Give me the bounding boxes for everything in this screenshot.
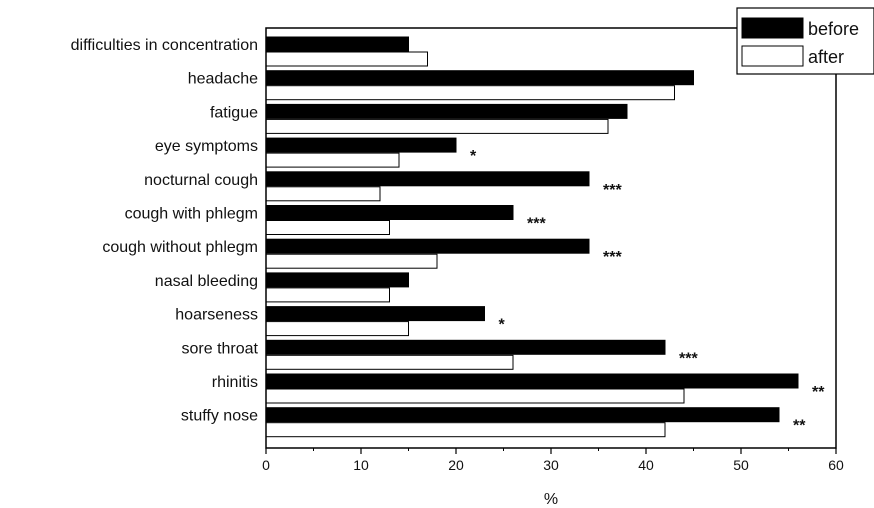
legend: before after — [736, 7, 874, 75]
significance-marker: *** — [679, 350, 698, 367]
x-tick-label: 60 — [828, 457, 844, 473]
x-tick-label: 0 — [262, 457, 270, 473]
legend-swatch-before — [741, 17, 804, 39]
x-tick-label: 20 — [448, 457, 464, 473]
legend-swatch-after — [741, 45, 804, 67]
significance-marker: * — [470, 148, 477, 165]
bar-before — [265, 171, 590, 187]
category-label: sore throat — [182, 340, 259, 357]
legend-label-after: after — [808, 47, 844, 67]
bar-after — [265, 152, 400, 168]
bar-before — [265, 373, 799, 389]
bar-before — [265, 70, 694, 86]
bar-after — [265, 51, 428, 67]
significance-marker: *** — [603, 182, 622, 199]
significance-marker: ** — [793, 418, 806, 435]
bar-before — [265, 306, 485, 322]
category-label: hoarseness — [175, 307, 258, 324]
significance-markers: ****************** — [470, 148, 825, 435]
category-label: nasal bleeding — [155, 273, 258, 290]
bar-after — [265, 253, 438, 269]
category-label: eye symptoms — [155, 138, 258, 155]
bar-before — [265, 238, 590, 254]
x-axis-ticks: 0 10 20 30 40 50 60 — [262, 448, 844, 473]
bar-before — [265, 103, 628, 119]
bar-before — [265, 272, 409, 288]
bar-after — [265, 287, 390, 303]
bar-after — [265, 422, 666, 438]
category-label: stuffy nose — [181, 408, 258, 425]
category-label: cough without phlegm — [102, 239, 258, 256]
significance-marker: *** — [603, 249, 622, 266]
bar-after — [265, 220, 390, 235]
category-label: nocturnal cough — [144, 172, 258, 189]
bar-before — [265, 137, 457, 153]
bar-before — [265, 36, 409, 52]
bar-before — [265, 205, 514, 220]
bar-after — [265, 354, 514, 370]
bar-after — [265, 388, 685, 404]
category-label: difficulties in concentration — [71, 37, 258, 54]
category-label: headache — [188, 71, 258, 88]
x-tick-label: 50 — [733, 457, 749, 473]
significance-marker: *** — [527, 216, 546, 233]
bar-after — [265, 321, 409, 337]
category-label: fatigue — [210, 104, 258, 121]
bars-layer — [265, 36, 799, 438]
significance-marker: ** — [812, 384, 825, 401]
legend-label-before: before — [808, 19, 859, 39]
significance-marker: * — [499, 317, 506, 334]
category-label: rhinitis — [212, 374, 258, 391]
category-label: cough with phlegm — [125, 206, 258, 223]
bar-before — [265, 339, 666, 355]
x-tick-label: 30 — [543, 457, 559, 473]
bar-after — [265, 186, 381, 202]
x-tick-label: 10 — [353, 457, 369, 473]
x-tick-label: 40 — [638, 457, 654, 473]
bar-after — [265, 85, 675, 101]
x-axis-title: % — [544, 491, 558, 508]
bar-before — [265, 407, 780, 423]
category-labels: difficulties in concentration headache fat… — [71, 37, 259, 425]
plot-frame — [265, 27, 837, 449]
bar-after — [265, 118, 609, 134]
